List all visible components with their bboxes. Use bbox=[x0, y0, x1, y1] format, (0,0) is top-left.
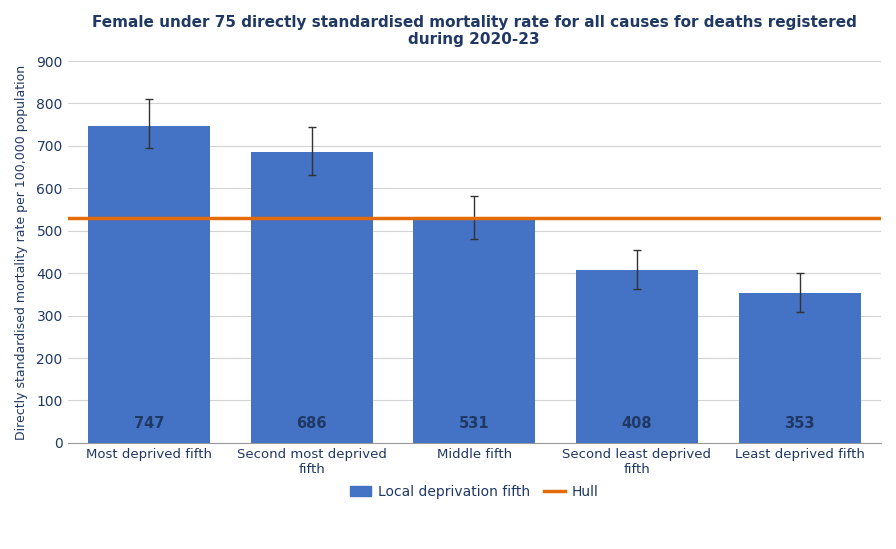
Legend: Local deprivation fifth, Hull: Local deprivation fifth, Hull bbox=[344, 480, 604, 505]
Text: 353: 353 bbox=[784, 416, 814, 431]
Title: Female under 75 directly standardised mortality rate for all causes for deaths r: Female under 75 directly standardised mo… bbox=[92, 15, 857, 47]
Text: 408: 408 bbox=[622, 416, 652, 431]
Text: 531: 531 bbox=[459, 416, 489, 431]
Y-axis label: Directly standardised mortality rate per 100,000 population: Directly standardised mortality rate per… bbox=[15, 64, 28, 440]
Bar bbox=[413, 217, 535, 443]
Bar bbox=[88, 126, 210, 443]
Text: 747: 747 bbox=[134, 416, 164, 431]
Text: 686: 686 bbox=[297, 416, 327, 431]
Bar bbox=[738, 293, 861, 443]
Bar bbox=[576, 270, 698, 443]
Bar bbox=[251, 152, 373, 443]
